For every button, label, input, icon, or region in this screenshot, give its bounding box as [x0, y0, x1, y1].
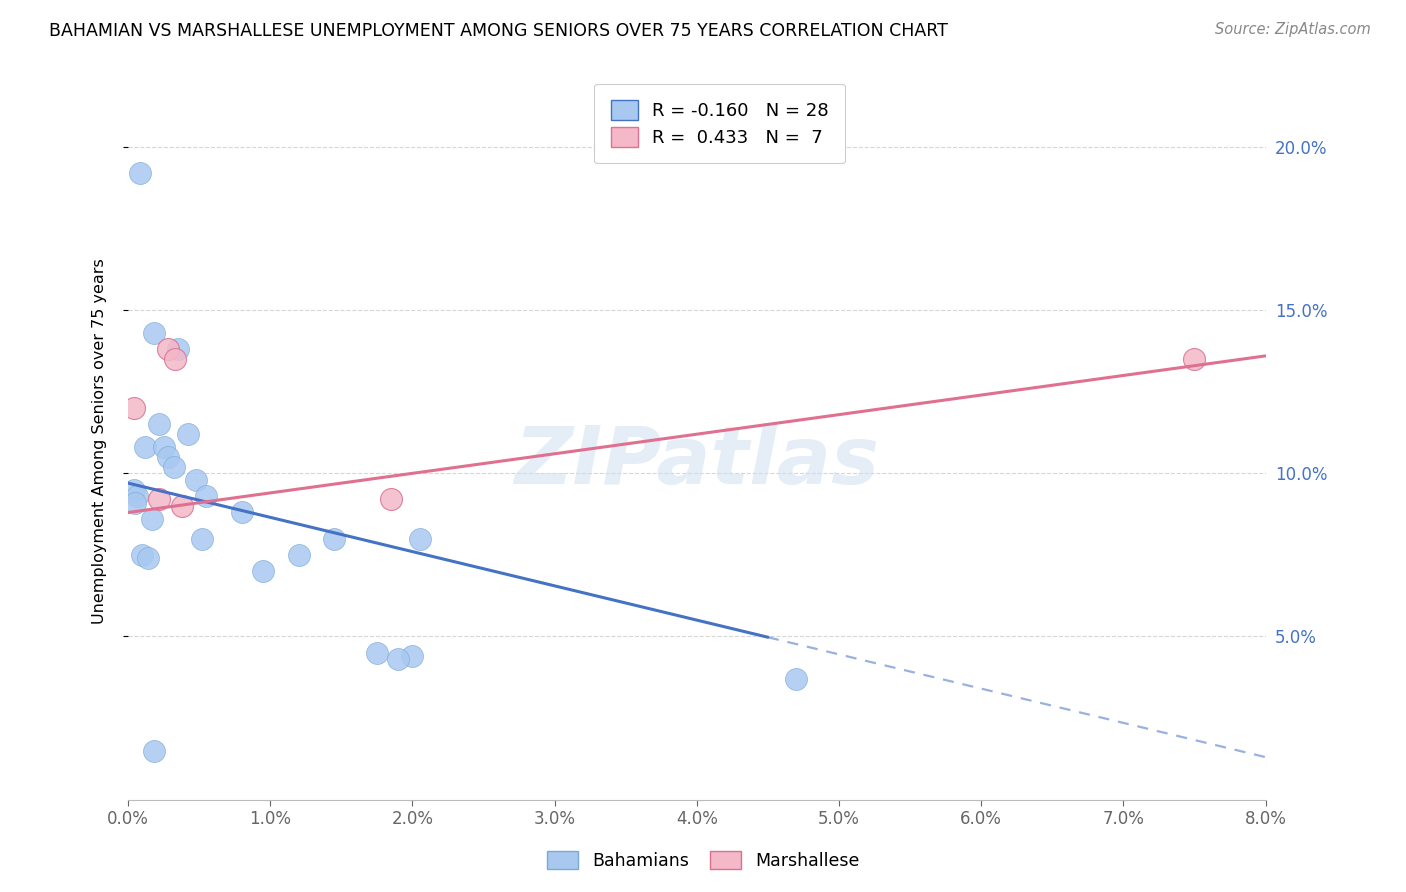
Point: [128, 166, 150, 180]
Text: BAHAMIAN VS MARSHALLESE UNEMPLOYMENT AMONG SENIORS OVER 75 YEARS CORRELATION CHA: BAHAMIAN VS MARSHALLESE UNEMPLOYMENT AMO…: [49, 22, 948, 40]
Point: [287, 548, 309, 562]
Point: [177, 427, 200, 442]
Point: [163, 459, 186, 474]
Point: [186, 473, 208, 487]
Point: [148, 417, 170, 432]
Point: [191, 532, 214, 546]
Point: [323, 532, 346, 546]
Point: [401, 648, 423, 663]
Point: [195, 489, 218, 503]
Point: [136, 551, 159, 566]
Point: [387, 652, 409, 666]
Y-axis label: Unemployment Among Seniors over 75 years: Unemployment Among Seniors over 75 years: [93, 258, 107, 624]
Point: [1184, 352, 1206, 367]
Point: [231, 506, 253, 520]
Point: [125, 489, 148, 503]
Point: [142, 326, 165, 340]
Point: [122, 401, 145, 416]
Point: [165, 352, 187, 367]
Point: [124, 496, 146, 510]
Point: [142, 743, 165, 757]
Point: [122, 483, 145, 497]
Text: Source: ZipAtlas.com: Source: ZipAtlas.com: [1215, 22, 1371, 37]
Legend: R = -0.160   N = 28, R =  0.433   N =  7: R = -0.160 N = 28, R = 0.433 N = 7: [595, 84, 845, 163]
Point: [252, 564, 274, 578]
Point: [167, 343, 190, 357]
Point: [156, 343, 179, 357]
Point: [366, 646, 388, 660]
Point: [141, 512, 163, 526]
Point: [380, 492, 402, 507]
Point: [156, 450, 179, 464]
Point: [408, 532, 430, 546]
Point: [131, 548, 153, 562]
Point: [134, 440, 156, 454]
Point: [148, 492, 170, 507]
Point: [172, 499, 194, 513]
Text: ZIPatlas: ZIPatlas: [515, 423, 879, 501]
Point: [152, 440, 174, 454]
Point: [785, 672, 807, 686]
Legend: Bahamians, Marshallese: Bahamians, Marshallese: [538, 843, 868, 879]
